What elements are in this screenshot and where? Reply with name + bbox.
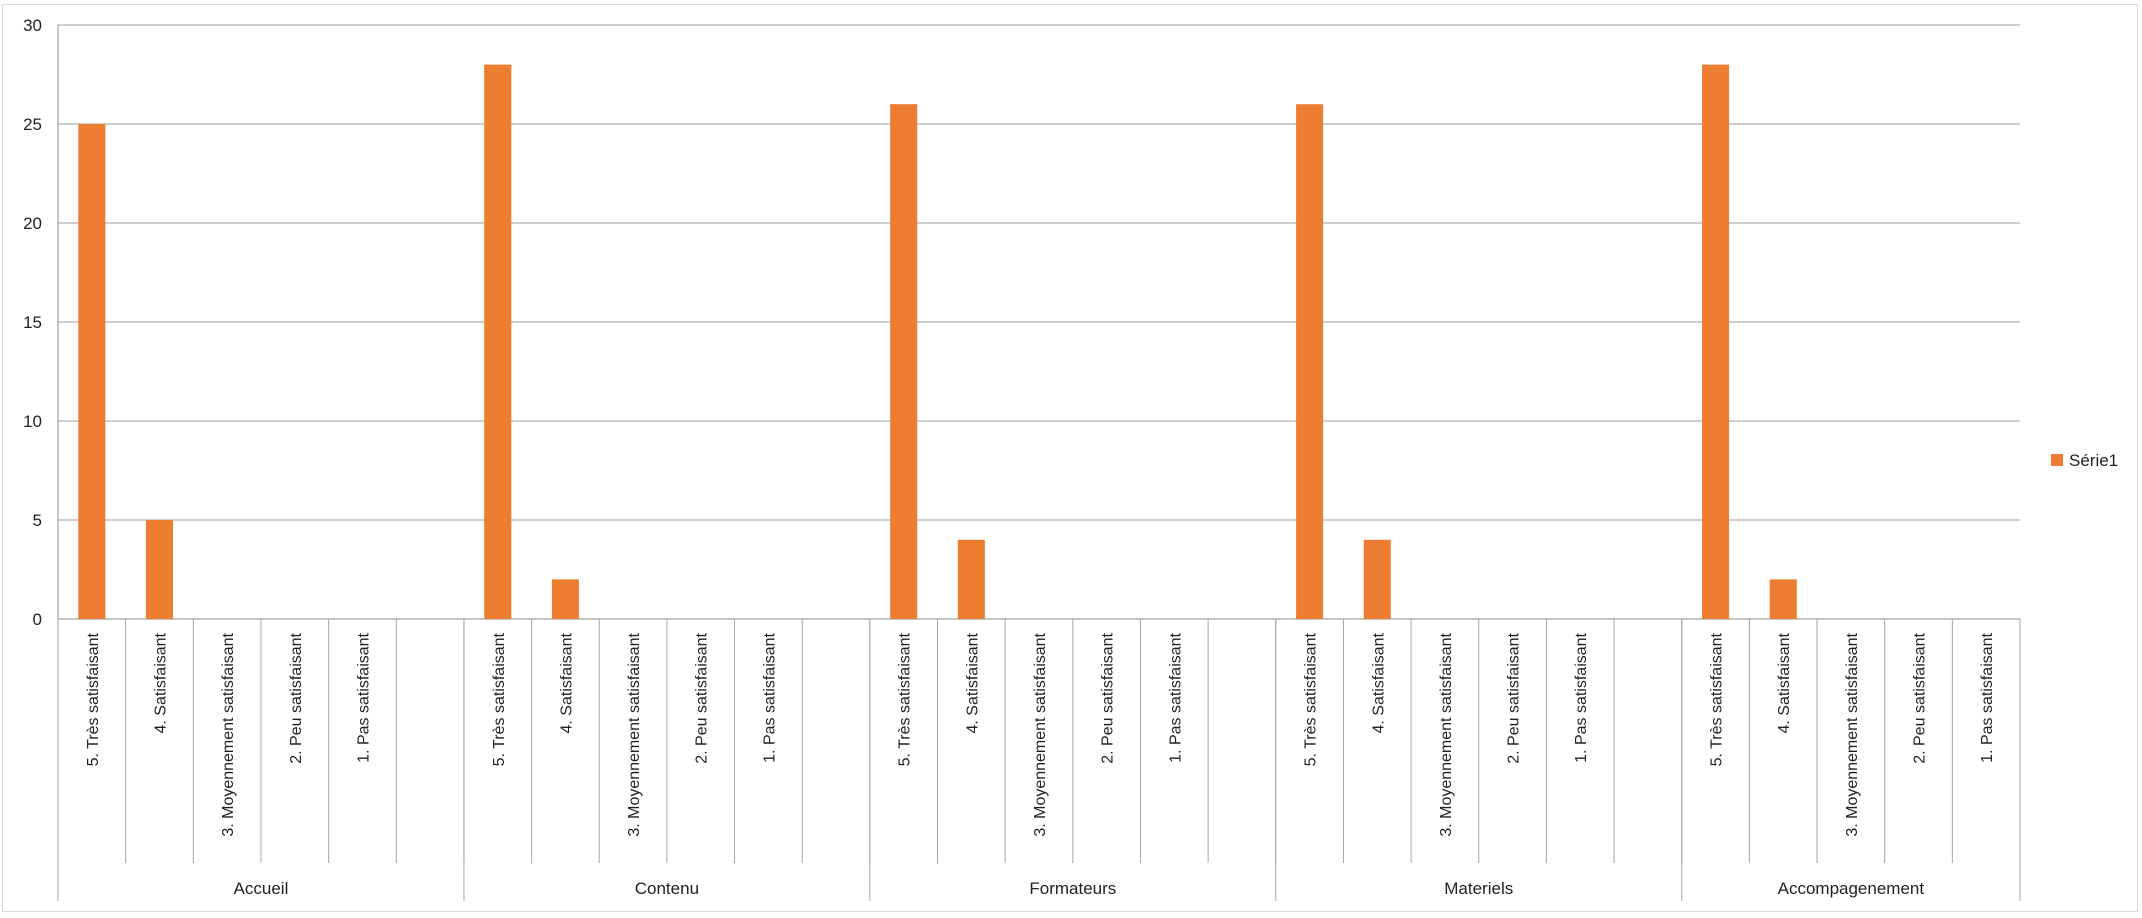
- category-label: 4. Satisfaisant: [1776, 632, 1793, 733]
- axis-labels: 0 5 10 15 20 25 30 5. Très satisfaisant 4. Satis…: [23, 16, 1996, 898]
- bar: [145, 520, 174, 619]
- group-label: Formateurs: [1029, 879, 1116, 898]
- category-label: 5. Très satisfaisant: [1303, 632, 1320, 766]
- category-label: 3. Moyennement satisfaisant: [1438, 632, 1455, 836]
- group-label: Materiels: [1444, 879, 1513, 898]
- category-label: 1. Pas satisfaisant: [355, 632, 372, 762]
- y-tick-label: 20: [23, 214, 42, 233]
- category-label: 4. Satisfaisant: [964, 632, 981, 733]
- category-label: 3. Moyennement satisfaisant: [1844, 632, 1861, 836]
- legend-label-serie1: Série1: [2069, 451, 2118, 470]
- bar: [1702, 64, 1730, 620]
- category-label: 5. Très satisfaisant: [85, 632, 102, 766]
- y-tick-label: 25: [23, 115, 42, 134]
- gridlines: [58, 24, 2020, 620]
- y-tick-label: 30: [23, 16, 42, 35]
- category-label: 3. Moyennement satisfaisant: [220, 632, 237, 836]
- y-tick-label: 0: [33, 610, 42, 629]
- category-label: 5. Très satisfaisant: [1709, 632, 1726, 766]
- category-label: 1. Pas satisfaisant: [1167, 632, 1184, 762]
- category-label: 2. Peu satisfaisant: [1912, 632, 1929, 763]
- category-label: 2. Peu satisfaisant: [694, 632, 711, 763]
- chart-frame: 0 5 10 15 20 25 30 5. Très satisfaisant 4. Satis…: [2, 4, 2138, 912]
- category-label: 1. Pas satisfaisant: [761, 632, 778, 762]
- group-label: Contenu: [635, 879, 699, 898]
- category-label: 3. Moyennement satisfaisant: [626, 632, 643, 836]
- category-label: 2. Peu satisfaisant: [1100, 632, 1117, 763]
- legend-swatch-serie1: [2051, 454, 2063, 466]
- category-label: 3. Moyennement satisfaisant: [1032, 632, 1049, 836]
- bar: [484, 64, 512, 620]
- bar-chart: 0 5 10 15 20 25 30 5. Très satisfaisant 4. Satis…: [23, 16, 2118, 901]
- bars: [78, 64, 1797, 620]
- y-tick-label: 10: [23, 412, 42, 431]
- bar: [890, 104, 918, 619]
- category-label: 5. Très satisfaisant: [897, 632, 914, 766]
- category-label: 5. Très satisfaisant: [491, 632, 508, 766]
- group-label: Accueil: [234, 879, 289, 898]
- legend: Série1: [2051, 451, 2118, 470]
- y-tick-label: 5: [33, 511, 42, 530]
- axes: [57, 25, 2021, 901]
- category-label: 2. Peu satisfaisant: [288, 632, 305, 763]
- category-label: 2. Peu satisfaisant: [1506, 632, 1523, 763]
- category-label: 4. Satisfaisant: [1370, 632, 1387, 733]
- bar: [1769, 579, 1797, 619]
- group-label: Accompagenement: [1778, 879, 1925, 898]
- category-label: 4. Satisfaisant: [152, 632, 169, 733]
- y-tick-label: 15: [23, 313, 42, 332]
- bar: [78, 124, 106, 619]
- bar: [1296, 104, 1324, 619]
- category-label: 4. Satisfaisant: [558, 632, 575, 733]
- category-label: 1. Pas satisfaisant: [1979, 632, 1996, 762]
- bar: [957, 539, 985, 619]
- bar: [551, 579, 579, 619]
- category-label: 1. Pas satisfaisant: [1573, 632, 1590, 762]
- bar: [1363, 539, 1391, 619]
